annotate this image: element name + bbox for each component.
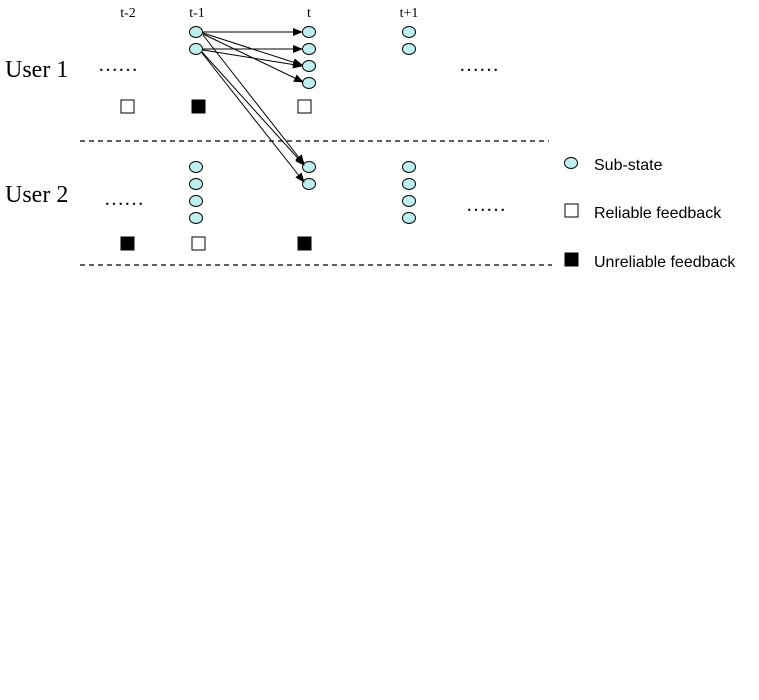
user-2-t-plus-1-sub-state — [402, 212, 416, 224]
transition-arrow — [201, 51, 305, 166]
user-1-t-sub-state — [302, 26, 316, 38]
user-1-t-sub-state — [302, 77, 316, 89]
time-label-t-minus-2: t-2 — [120, 6, 136, 21]
user-1-t-minus-1-sub-state — [189, 43, 203, 55]
user-1-t-sub-state — [302, 60, 316, 72]
time-label-t: t — [307, 6, 311, 21]
legend-sub-state-label: Sub-state — [594, 157, 663, 174]
user-2-t-sub-state — [302, 161, 316, 173]
legend-sub-state-icon — [564, 157, 578, 169]
legend: Sub-state Reliable feedback Unreliable f… — [564, 157, 736, 271]
user-1-ellipsis-left: …… — [98, 54, 138, 76]
legend-unreliable-label: Unreliable feedback — [594, 254, 736, 271]
user-2-t-sub-state — [302, 178, 316, 190]
user-2-t-plus-1-sub-state — [402, 161, 416, 173]
user-2-t-minus-1-sub-state — [189, 212, 203, 224]
user-2-t-plus-1-sub-state — [402, 195, 416, 207]
user-2-feedback-t — [297, 236, 312, 251]
time-label-t-minus-1: t-1 — [189, 6, 205, 21]
user-1-t-sub-state — [302, 43, 316, 55]
legend-reliable-label: Reliable feedback — [594, 205, 722, 222]
user-2-ellipsis-left: …… — [104, 188, 144, 210]
user-2-feedback-t-minus-2 — [120, 236, 135, 251]
user-2-ellipsis-right: …… — [466, 194, 506, 216]
user-2-feedback-t-minus-1 — [191, 236, 206, 251]
user-1-t-plus-1-sub-state — [402, 43, 416, 55]
legend-unreliable-icon — [564, 252, 579, 267]
user-2-t-minus-1-sub-state — [189, 195, 203, 207]
user-1-ellipsis-right: …… — [459, 54, 499, 76]
user-2-t-plus-1-sub-state — [402, 178, 416, 190]
transition-arrow — [201, 52, 305, 183]
time-label-t-plus-1: t+1 — [400, 6, 419, 21]
user-1-t-plus-1-sub-state — [402, 26, 416, 38]
user-1-label: User 1 — [5, 57, 68, 83]
user-1-feedback-t-minus-2 — [120, 99, 135, 114]
user-1-feedback-t-minus-1 — [191, 99, 206, 114]
user-2-label: User 2 — [5, 182, 68, 208]
transition-arrow — [202, 49, 303, 69]
transition-arrow — [202, 34, 305, 165]
user-2-t-minus-1-sub-state — [189, 161, 203, 173]
legend-reliable-icon — [564, 203, 579, 218]
user-1-feedback-t — [297, 99, 312, 114]
user-2-t-minus-1-sub-state — [189, 178, 203, 190]
user-1-t-minus-1-sub-state — [189, 26, 203, 38]
